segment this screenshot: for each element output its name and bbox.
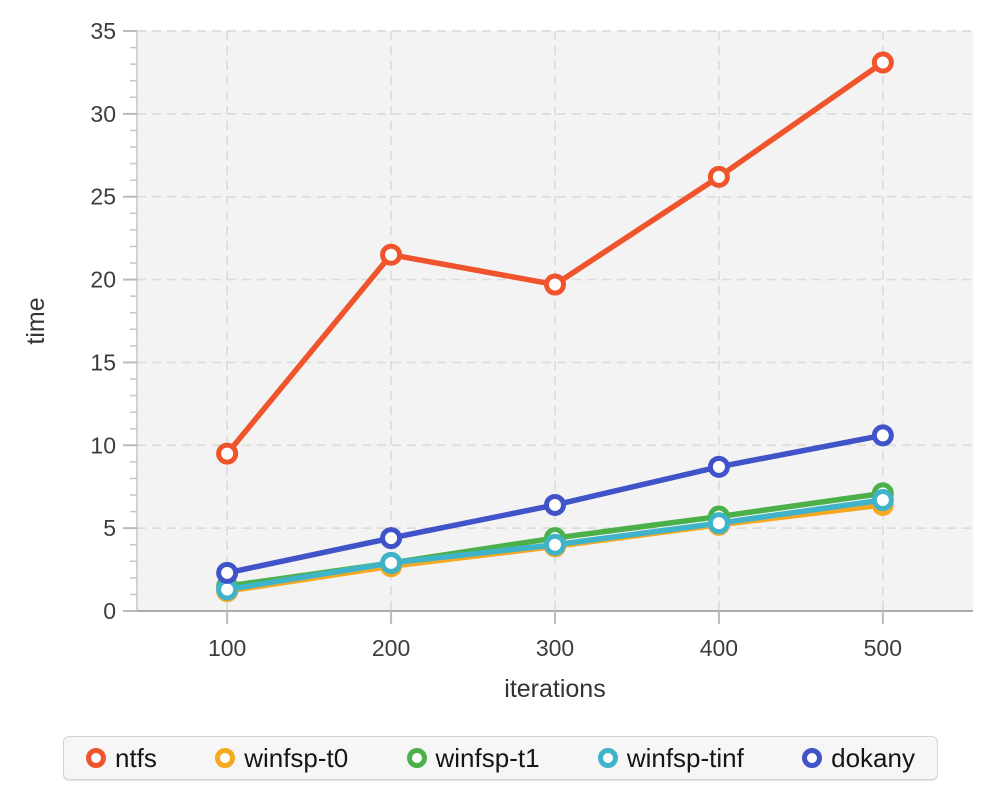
data-point-ntfs <box>871 51 894 74</box>
x-axis-title: iterations <box>504 675 605 703</box>
data-point-winfsp-tinf <box>544 533 566 556</box>
chart-legend: ntfs winfsp-t0 winfsp-t1 winfsp-tinf dokany <box>63 736 938 780</box>
y-axis-title: time <box>22 297 50 344</box>
legend-marker-icon <box>802 748 823 768</box>
legend-item-winfsp-t1[interactable]: winfsp-t1 <box>406 742 540 774</box>
legend-marker-icon <box>597 748 618 768</box>
data-point-dokany <box>544 493 566 516</box>
legend-label: dokany <box>831 742 915 773</box>
legend-marker-icon <box>86 748 106 768</box>
x-tick-label: 400 <box>700 635 738 661</box>
data-point-dokany <box>707 455 730 478</box>
y-tick-label: 30 <box>90 101 116 127</box>
legend-marker-icon <box>406 748 427 768</box>
y-tick-label: 5 <box>103 515 116 541</box>
legend-marker-icon <box>215 748 236 768</box>
legend-item-winfsp-tinf[interactable]: winfsp-tinf <box>597 742 744 774</box>
x-tick-label: 100 <box>208 635 246 661</box>
y-tick-label: 20 <box>90 267 116 293</box>
y-tick-label: 25 <box>90 184 116 210</box>
data-point-winfsp-tinf <box>380 551 403 574</box>
data-point-dokany <box>380 527 403 550</box>
data-point-winfsp-tinf <box>707 512 730 535</box>
legend-label: winfsp-t1 <box>435 742 540 773</box>
x-tick-label: 300 <box>536 635 574 661</box>
legend-item-winfsp-t0[interactable]: winfsp-t0 <box>215 743 348 774</box>
y-tick-label: 35 <box>90 18 116 44</box>
data-point-dokany <box>871 424 894 447</box>
y-tick-label: 10 <box>90 432 116 458</box>
legend-label: ntfs <box>115 742 157 773</box>
y-tick-label: 15 <box>90 349 116 375</box>
legend-label: winfsp-t0 <box>244 742 349 773</box>
legend-item-ntfs[interactable]: ntfs <box>86 743 157 774</box>
data-point-ntfs <box>380 243 403 266</box>
data-point-ntfs <box>707 165 730 188</box>
data-point-winfsp-tinf <box>871 488 894 511</box>
legend-label: winfsp-tinf <box>626 742 744 773</box>
x-tick-label: 500 <box>864 635 902 661</box>
y-tick-label: 0 <box>103 598 116 624</box>
line-chart: 0 5 10 15 20 25 30 35 100 200 300 400 500 time iterati… <box>22 18 973 703</box>
legend-item-dokany[interactable]: dokany <box>802 743 915 774</box>
data-point-ntfs <box>216 442 239 465</box>
data-point-dokany <box>216 561 239 584</box>
data-point-ntfs <box>544 273 566 296</box>
x-tick-label: 200 <box>372 635 410 661</box>
